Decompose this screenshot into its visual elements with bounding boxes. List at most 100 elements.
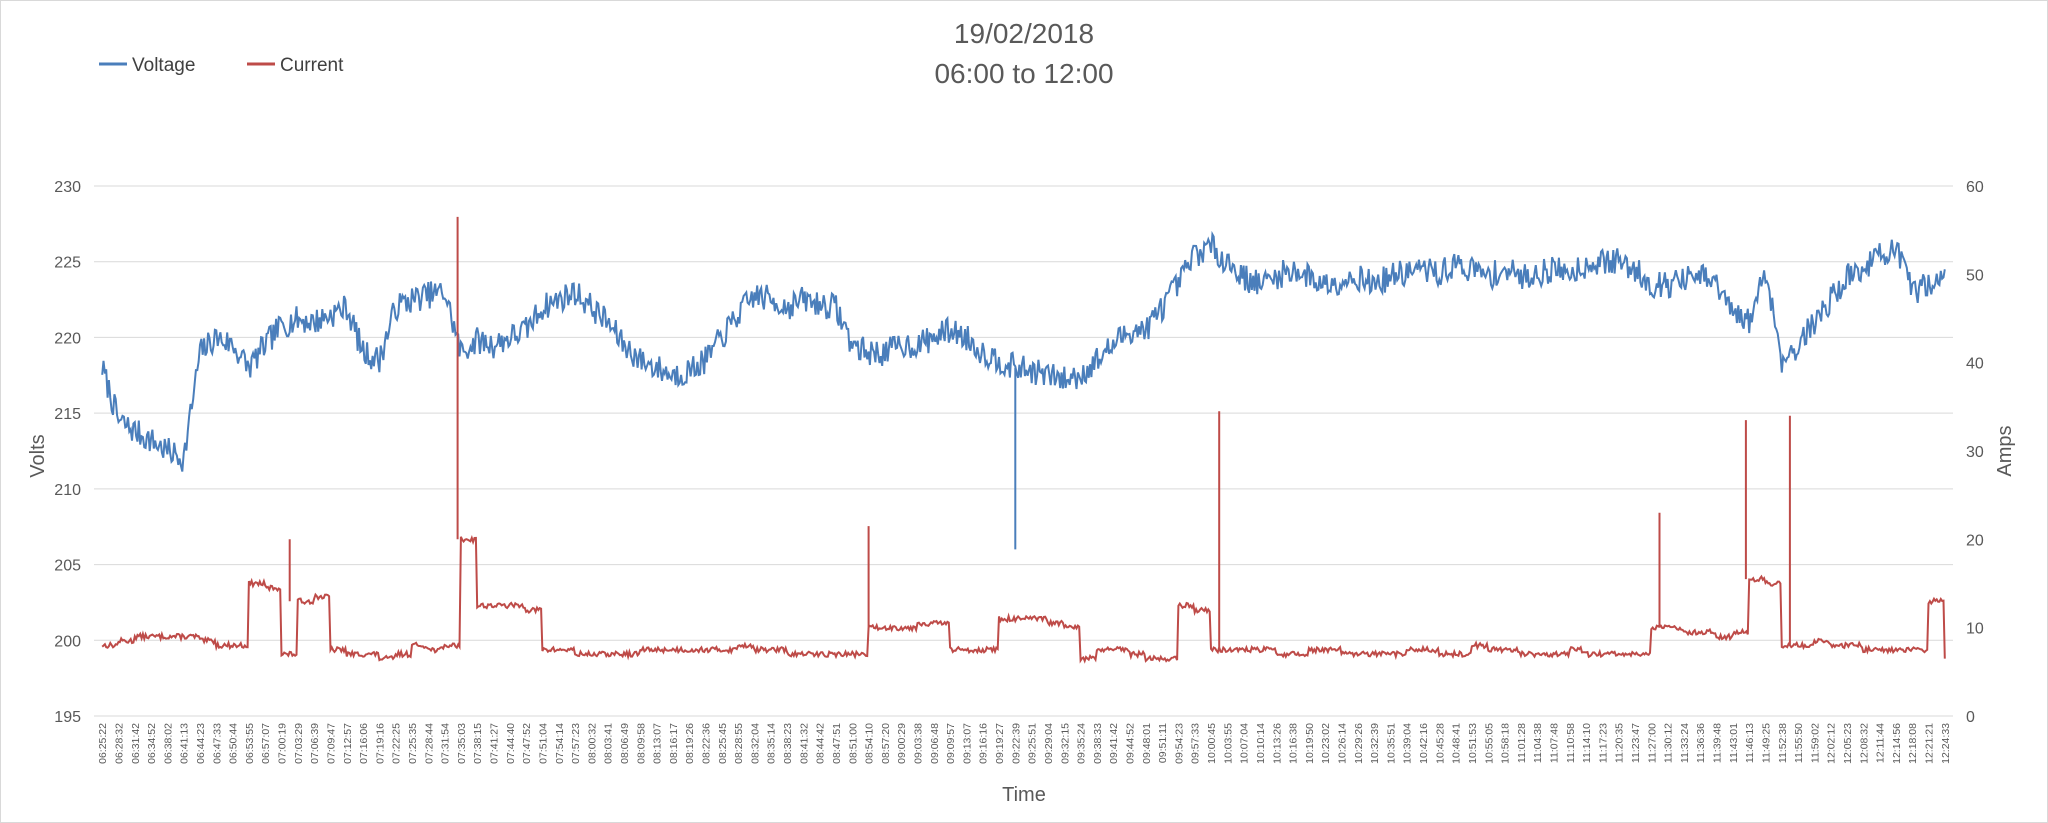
x-tick-label: 06:41:13: [179, 723, 191, 764]
x-tick-label: 09:25:51: [1027, 723, 1039, 764]
x-tick-label: 12:14:56: [1891, 723, 1903, 764]
x-tick-label: 10:13:26: [1271, 723, 1283, 764]
x-tick-label: 12:18:08: [1907, 723, 1919, 764]
x-tick-label: 10:58:18: [1500, 723, 1512, 764]
y-right-tick-label: 10: [1966, 621, 1984, 638]
x-tick-label: 07:31:54: [440, 723, 452, 764]
x-tick-label: 06:31:42: [130, 723, 142, 764]
x-tick-label: 10:29:26: [1353, 723, 1365, 764]
x-tick-label: 07:03:29: [293, 723, 305, 764]
x-tick-label: 07:47:52: [521, 723, 533, 764]
x-tick-label: 08:57:20: [880, 723, 892, 764]
x-tick-label: 07:41:27: [489, 723, 501, 764]
y-right-tick-label: 50: [1966, 267, 1984, 284]
x-tick-label: 08:16:17: [668, 723, 680, 764]
x-tick-label: 07:28:44: [423, 723, 435, 764]
x-tick-label: 08:54:10: [864, 723, 876, 764]
x-axis-ticks: 06:25:22 06:28:32 06:31:42 06:34:52 06:38:02…: [97, 723, 1952, 764]
y-right-tick-label: 30: [1966, 444, 1984, 461]
left-axis-ticks: 195 200 205 210 215 220 225 230: [54, 179, 81, 726]
x-tick-label: 09:51:11: [1157, 723, 1169, 763]
x-tick-label: 11:01:28: [1516, 723, 1528, 763]
legend-voltage-label: Voltage: [132, 55, 195, 76]
chart-subtitle: 06:00 to 12:00: [934, 58, 1113, 89]
x-tick-label: 11:14:10: [1581, 723, 1593, 763]
x-tick-label: 08:09:58: [635, 723, 647, 764]
x-tick-label: 10:45:28: [1434, 723, 1446, 764]
x-tick-label: 11:52:38: [1777, 723, 1789, 763]
x-tick-label: 11:10:58: [1565, 723, 1577, 763]
y-axis-left-label: Volts: [27, 434, 49, 477]
x-tick-label: 11:30:12: [1663, 723, 1675, 763]
y-left-tick-label: 210: [54, 482, 81, 499]
x-tick-label: 08:41:32: [798, 723, 810, 764]
x-tick-label: 11:55:50: [1793, 723, 1805, 763]
x-tick-label: 10:19:50: [1304, 723, 1316, 764]
x-tick-label: 08:06:49: [619, 723, 631, 764]
x-tick-label: 10:48:41: [1451, 723, 1463, 764]
x-tick-label: 09:44:52: [1124, 723, 1136, 764]
x-tick-label: 10:16:38: [1288, 723, 1300, 764]
x-tick-label: 07:57:23: [570, 723, 582, 764]
legend-current-label: Current: [280, 55, 344, 76]
x-tick-label: 08:19:26: [684, 723, 696, 764]
x-tick-label: 11:07:48: [1548, 723, 1560, 763]
x-tick-label: 06:34:52: [146, 723, 158, 764]
x-tick-label: 11:20:35: [1614, 723, 1626, 763]
voltage-series-line: [101, 230, 1946, 550]
x-tick-label: 09:09:57: [945, 723, 957, 764]
x-tick-label: 07:44:40: [505, 723, 517, 764]
x-tick-label: 11:39:48: [1712, 723, 1724, 763]
x-tick-label: 08:03:41: [603, 723, 615, 764]
gridlines: [94, 185, 1953, 717]
x-tick-label: 08:00:32: [586, 723, 598, 764]
x-tick-label: 12:08:32: [1858, 723, 1870, 764]
x-tick-label: 07:00:19: [277, 723, 289, 764]
x-tick-label: 07:22:25: [391, 723, 403, 764]
x-tick-label: 09:13:07: [961, 723, 973, 764]
right-axis-ticks: 0 10 20 30 40 50 60: [1966, 179, 1984, 726]
x-tick-label: 09:16:16: [978, 723, 990, 764]
x-tick-label: 06:47:33: [211, 723, 223, 764]
x-tick-label: 09:41:42: [1108, 723, 1120, 764]
y-right-tick-label: 60: [1966, 179, 1984, 196]
x-tick-label: 07:35:03: [456, 723, 468, 764]
x-tick-label: 10:23:02: [1320, 723, 1332, 764]
y-right-tick-label: 20: [1966, 532, 1984, 549]
x-tick-label: 08:47:51: [831, 723, 843, 764]
x-tick-label: 07:54:14: [554, 723, 566, 764]
x-tick-label: 09:06:48: [929, 723, 941, 764]
x-tick-label: 11:17:23: [1597, 723, 1609, 763]
x-tick-label: 10:39:04: [1402, 723, 1414, 764]
x-tick-label: 12:11:44: [1875, 723, 1887, 763]
x-axis-label: Time: [1002, 784, 1046, 806]
x-tick-label: 11:33:24: [1679, 723, 1691, 763]
x-tick-label: 08:28:55: [733, 723, 745, 764]
x-tick-label: 06:25:22: [97, 723, 109, 764]
x-tick-label: 10:32:39: [1369, 723, 1381, 764]
x-tick-label: 10:51:53: [1467, 723, 1479, 764]
legend: Voltage Current: [99, 55, 344, 76]
y-left-tick-label: 195: [54, 709, 81, 726]
x-tick-label: 11:49:25: [1760, 723, 1772, 763]
x-tick-label: 11:46:13: [1744, 723, 1756, 763]
x-tick-label: 09:54:23: [1173, 723, 1185, 764]
x-tick-label: 12:05:23: [1842, 723, 1854, 764]
x-tick-label: 07:06:39: [309, 723, 321, 764]
x-tick-label: 11:27:00: [1646, 723, 1658, 763]
current-series-line: [101, 216, 1946, 664]
x-tick-label: 12:24:33: [1940, 723, 1952, 764]
x-tick-label: 09:22:39: [1010, 723, 1022, 764]
y-right-tick-label: 40: [1966, 356, 1984, 373]
x-tick-label: 10:03:55: [1222, 723, 1234, 764]
x-tick-label: 12:21:21: [1924, 723, 1936, 764]
x-tick-label: 10:10:14: [1255, 723, 1267, 764]
x-tick-label: 10:07:04: [1239, 723, 1251, 764]
x-tick-label: 06:57:07: [260, 723, 272, 764]
x-tick-label: 10:55:05: [1483, 723, 1495, 764]
x-tick-label: 06:38:02: [162, 723, 174, 764]
x-tick-label: 09:32:15: [1059, 723, 1071, 764]
x-tick-label: 08:51:00: [847, 723, 859, 764]
x-tick-label: 10:35:51: [1385, 723, 1397, 764]
